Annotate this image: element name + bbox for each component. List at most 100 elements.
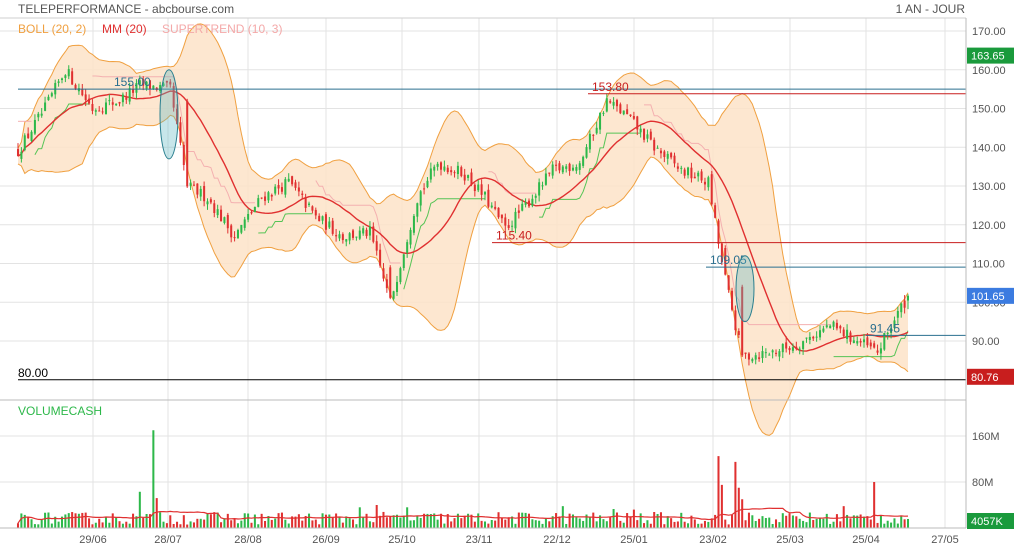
candle-body: [886, 332, 889, 335]
volume-bar: [504, 519, 507, 528]
volume-bar: [636, 520, 639, 528]
candle-body: [659, 150, 662, 154]
candle-body: [815, 336, 818, 338]
candle-body: [182, 144, 185, 165]
volume-bar: [165, 523, 168, 528]
volume-bar: [517, 512, 520, 528]
volume-bar: [585, 514, 588, 528]
volume-bar: [148, 514, 151, 528]
volume-bar: [687, 523, 690, 528]
supertrend-segment: [258, 213, 313, 234]
volume-bar: [612, 509, 615, 528]
volume-bar: [653, 512, 656, 528]
volume-bar: [609, 517, 612, 528]
date-tick-label: 26/09: [312, 534, 340, 546]
volume-bar: [538, 520, 541, 528]
candle-body: [60, 78, 64, 80]
candle-body: [646, 134, 649, 139]
price-badge-label: 163.65: [971, 51, 1005, 63]
level-label: 153.80: [592, 80, 629, 94]
bollinger-band: [17, 23, 909, 436]
candle-body: [761, 351, 764, 359]
volume-bar: [439, 513, 443, 528]
candle-body: [487, 189, 490, 207]
candle-body: [670, 153, 673, 158]
candle-body: [862, 339, 866, 343]
volume-bar: [643, 523, 646, 528]
level-label: 115.40: [496, 229, 532, 243]
candle-body: [406, 242, 409, 253]
volume-bar: [243, 513, 246, 528]
candle-body: [223, 217, 226, 223]
candle-body: [737, 331, 740, 335]
candle-body: [494, 206, 497, 209]
candle-body: [81, 89, 84, 96]
level-label: 155.00: [114, 75, 151, 89]
candle-body: [605, 98, 608, 112]
volume-bar: [115, 517, 118, 528]
volume-bar: [206, 513, 209, 528]
volume-bar: [443, 523, 446, 528]
candle-body: [365, 229, 368, 237]
candle-body: [835, 322, 838, 329]
volume-bar: [74, 513, 77, 528]
volume-bar: [700, 523, 703, 528]
volume-bar: [666, 516, 669, 528]
volume-bar: [118, 521, 121, 528]
volume-bar: [355, 524, 358, 528]
volume-bar: [77, 513, 80, 528]
candle-body: [128, 88, 131, 102]
candle-body: [253, 206, 256, 213]
candle-body: [84, 94, 87, 100]
price-badge: [967, 368, 1014, 385]
volume-badge-label: 4057K: [971, 516, 1003, 528]
candle-body: [548, 172, 551, 174]
volume-bar: [629, 516, 632, 528]
candle-body: [294, 182, 297, 188]
volume-bar: [649, 523, 652, 528]
volume-bar: [304, 515, 307, 528]
volume-bar: [599, 515, 602, 528]
volume-bar: [900, 516, 903, 528]
volume-bar: [189, 521, 192, 528]
volume-bar: [23, 514, 26, 528]
level-label: 109.05: [710, 253, 747, 267]
volume-bar: [879, 515, 882, 528]
candle-body: [869, 342, 872, 347]
candle-body: [189, 182, 192, 186]
volume-bar: [71, 512, 74, 528]
price-tick-label: 150.00: [972, 104, 1006, 116]
volume-bar: [744, 520, 747, 528]
volume-bar: [571, 514, 574, 528]
candle-body: [209, 199, 212, 203]
candle-body: [352, 230, 355, 238]
candle-body: [856, 341, 859, 344]
chart-title: TELEPERFORMANCE - abcbourse.com: [18, 2, 234, 16]
candle-body: [291, 176, 294, 185]
candle-body: [220, 209, 223, 222]
candle-body: [416, 203, 419, 217]
price-tick-label: 160.00: [972, 65, 1006, 77]
candle-body: [402, 254, 405, 268]
volume-bar: [64, 514, 67, 528]
volume-bar: [352, 519, 355, 528]
candle-body: [842, 329, 845, 337]
volume-bar: [67, 513, 70, 528]
candle-body: [395, 281, 399, 293]
candle-body: [429, 168, 432, 180]
candle-body: [368, 226, 371, 236]
volume-bar: [555, 513, 558, 528]
volume-bar: [788, 513, 791, 528]
price-tick-label: 120.00: [972, 220, 1006, 232]
volume-bar: [710, 518, 713, 528]
candle-body: [751, 359, 754, 362]
candle-body: [145, 81, 148, 89]
volume-bar: [192, 522, 195, 528]
volume-bar: [460, 518, 463, 528]
candle-body: [341, 234, 344, 241]
candle-body: [879, 348, 882, 354]
volume-bar: [595, 521, 598, 528]
candle-body: [121, 94, 124, 103]
volume-bar: [179, 524, 182, 528]
volume-bar: [101, 522, 104, 528]
